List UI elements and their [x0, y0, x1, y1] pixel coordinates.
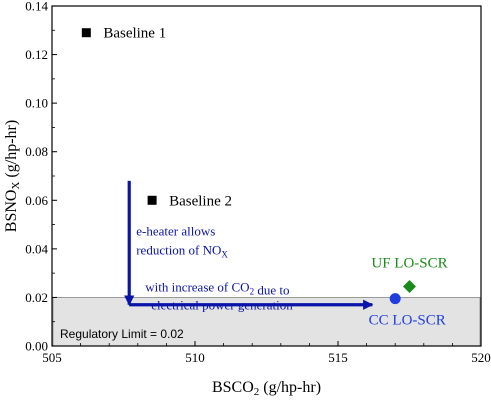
- annotation-eheater-line1: e-heater allows: [136, 224, 215, 239]
- point-baseline-2: [147, 195, 157, 205]
- x-tick-label: 510: [185, 350, 205, 365]
- y-tick-label: 0.00: [25, 339, 48, 354]
- x-tick-label: 515: [328, 350, 348, 365]
- point-label: CC LO-SCR: [369, 313, 446, 329]
- point-baseline-1: [81, 28, 91, 38]
- y-tick-label: 0.02: [25, 290, 48, 305]
- y-tick-label: 0.04: [25, 241, 48, 256]
- y-tick-label: 0.14: [25, 0, 48, 14]
- annotation-eheater-line2: reduction of NOX: [136, 243, 228, 260]
- y-tick-label: 0.06: [25, 193, 48, 208]
- annotation-co2-line2: electrical power generation: [151, 297, 293, 312]
- point-label: Baseline 2: [169, 193, 232, 209]
- point-label: Baseline 1: [103, 26, 166, 42]
- y-tick-label: 0.08: [25, 144, 48, 159]
- point-uf-lo-scr: [403, 280, 416, 293]
- point-label: UF LO-SCR: [371, 256, 447, 272]
- regulatory-limit-label: Regulatory Limit = 0.02: [60, 327, 184, 341]
- y-tick-label: 0.10: [25, 96, 48, 111]
- x-axis-title: BSCO2 (g/hp-hr): [212, 379, 321, 398]
- x-tick-label: 520: [471, 350, 491, 365]
- y-axis-title: BSNOX (g/hp-hr): [3, 120, 22, 232]
- annotation-co2-line1: with increase of CO2 due to: [145, 279, 289, 297]
- point-cc-lo-scr: [389, 293, 401, 305]
- y-tick-label: 0.12: [25, 47, 48, 62]
- x-tick-label: 505: [42, 350, 62, 365]
